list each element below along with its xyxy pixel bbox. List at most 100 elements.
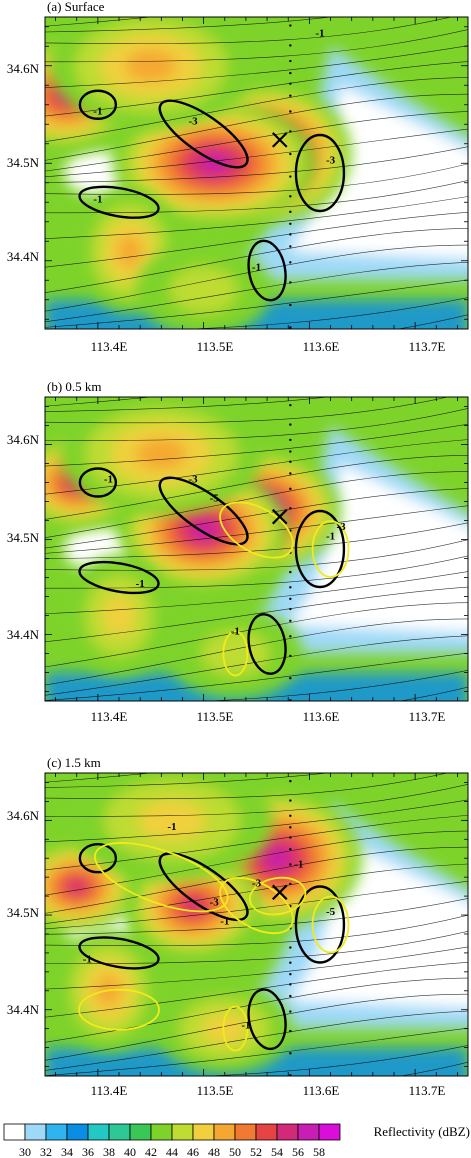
streamline-arrow [289,676,292,680]
streamline [45,880,468,930]
contour-line [294,509,346,589]
contour-line [247,239,287,302]
contour-label: -3 [337,521,347,533]
streamline-arrow [289,423,292,426]
contour-line [78,936,160,970]
colorbar-tick: 56 [292,1145,304,1158]
streamline [45,652,468,701]
contour-label: -5 [210,493,220,505]
plot-frame [44,772,469,1077]
streamline [45,228,468,293]
streamline-arrow [289,152,292,156]
storm-center-marker [271,132,288,148]
contour-line [311,895,350,954]
streamline-arrow [289,110,292,113]
x-tick-label: 113.7E [409,339,446,354]
streamline [45,397,449,424]
y-tick-label: 34.5N [7,530,40,545]
contour-line [78,89,118,120]
x-tick-label: 113.4E [91,1083,128,1098]
contour-label: -1 [231,626,240,638]
plot-frame [44,396,469,702]
streamline-arrow [289,403,292,407]
colorbar-tick: 42 [145,1145,157,1158]
colorbar-swatch [297,1123,320,1141]
streamline-arrow [289,882,292,886]
colorbar-swatch [108,1123,131,1141]
streamline [45,397,331,412]
colorbar-tick: 30 [19,1145,31,1158]
contour-label: -1 [294,859,303,871]
contour-label: -1 [93,106,102,118]
reflectivity-field [45,773,468,1076]
streamline [45,279,468,328]
pressure-contours [78,89,346,302]
streamline [45,262,468,323]
streamline-arrow [289,195,292,198]
x-tick-label: 113.5E [197,1083,234,1098]
streamline [45,163,468,195]
streamline [207,1045,468,1076]
colorbar-tick: 40 [124,1145,136,1158]
x-tick-label: 113.5E [197,709,234,724]
streamline-arrow [289,635,292,638]
streamline-arrow [289,826,292,829]
streamline-arrow [289,597,292,601]
streamline-arrow [289,450,292,453]
contour-label: -3 [210,897,220,909]
colorbar-swatch [171,1123,194,1141]
reflectivity-cell [59,397,263,515]
contour-line [247,988,287,1051]
streamline-arrow [289,994,292,998]
streamline-arrow [289,799,292,802]
streamline [45,635,468,696]
colorbar-swatch [318,1123,341,1141]
colorbar-tick: 50 [229,1145,241,1158]
colorbar-tick: 38 [103,1145,115,1158]
streamline [45,898,468,935]
streamline [45,77,468,142]
streamline-arrow [289,733,291,735]
colorbar-swatch [129,1123,152,1141]
reflectivity-cell [49,17,253,129]
reflectivity-cell [112,100,316,226]
x-tick-label: 113.4E [91,339,128,354]
colorbar-swatch [192,1123,215,1141]
streamline-arrow [289,487,292,491]
streamline-arrow [289,1029,292,1033]
streamline-arrow [289,24,292,27]
streamline-arrow [289,94,292,97]
streamline [45,946,468,990]
panel-title: (a) Surface [47,0,105,14]
x-tick-label: 113.6E [303,709,340,724]
panel-title: (c) 1.5 km [47,755,101,770]
streamline-arrow [289,814,292,817]
streamline-arrow [289,2,291,4]
streamline [45,863,468,924]
contour-label: -1 [252,262,261,274]
streamline [45,930,468,964]
streamline-arrow [289,607,292,611]
colorbar-swatch [234,1123,257,1141]
storm-center-marker [271,508,288,525]
streamline-arrow [289,326,292,329]
streamline-arrow [289,1108,291,1110]
streamline [45,471,468,538]
streamline [396,314,468,329]
streamline [45,408,468,441]
contour-line [248,876,307,916]
colorbar-swatch [3,1123,26,1141]
streamline [45,439,468,495]
contour-line [219,501,294,559]
contour-line [78,843,118,874]
y-tick-label: 34.4N [7,1002,40,1017]
contour-label: -3 [326,154,336,166]
streamline-arrow [289,779,292,783]
reflectivity-cell [167,607,304,700]
streamline-arrow [289,586,292,589]
y-tick-label: 34.6N [7,61,40,76]
streamline [45,128,468,178]
colorbar-swatch [213,1123,236,1141]
streamline-arrow [289,570,292,574]
streamline [45,423,468,467]
